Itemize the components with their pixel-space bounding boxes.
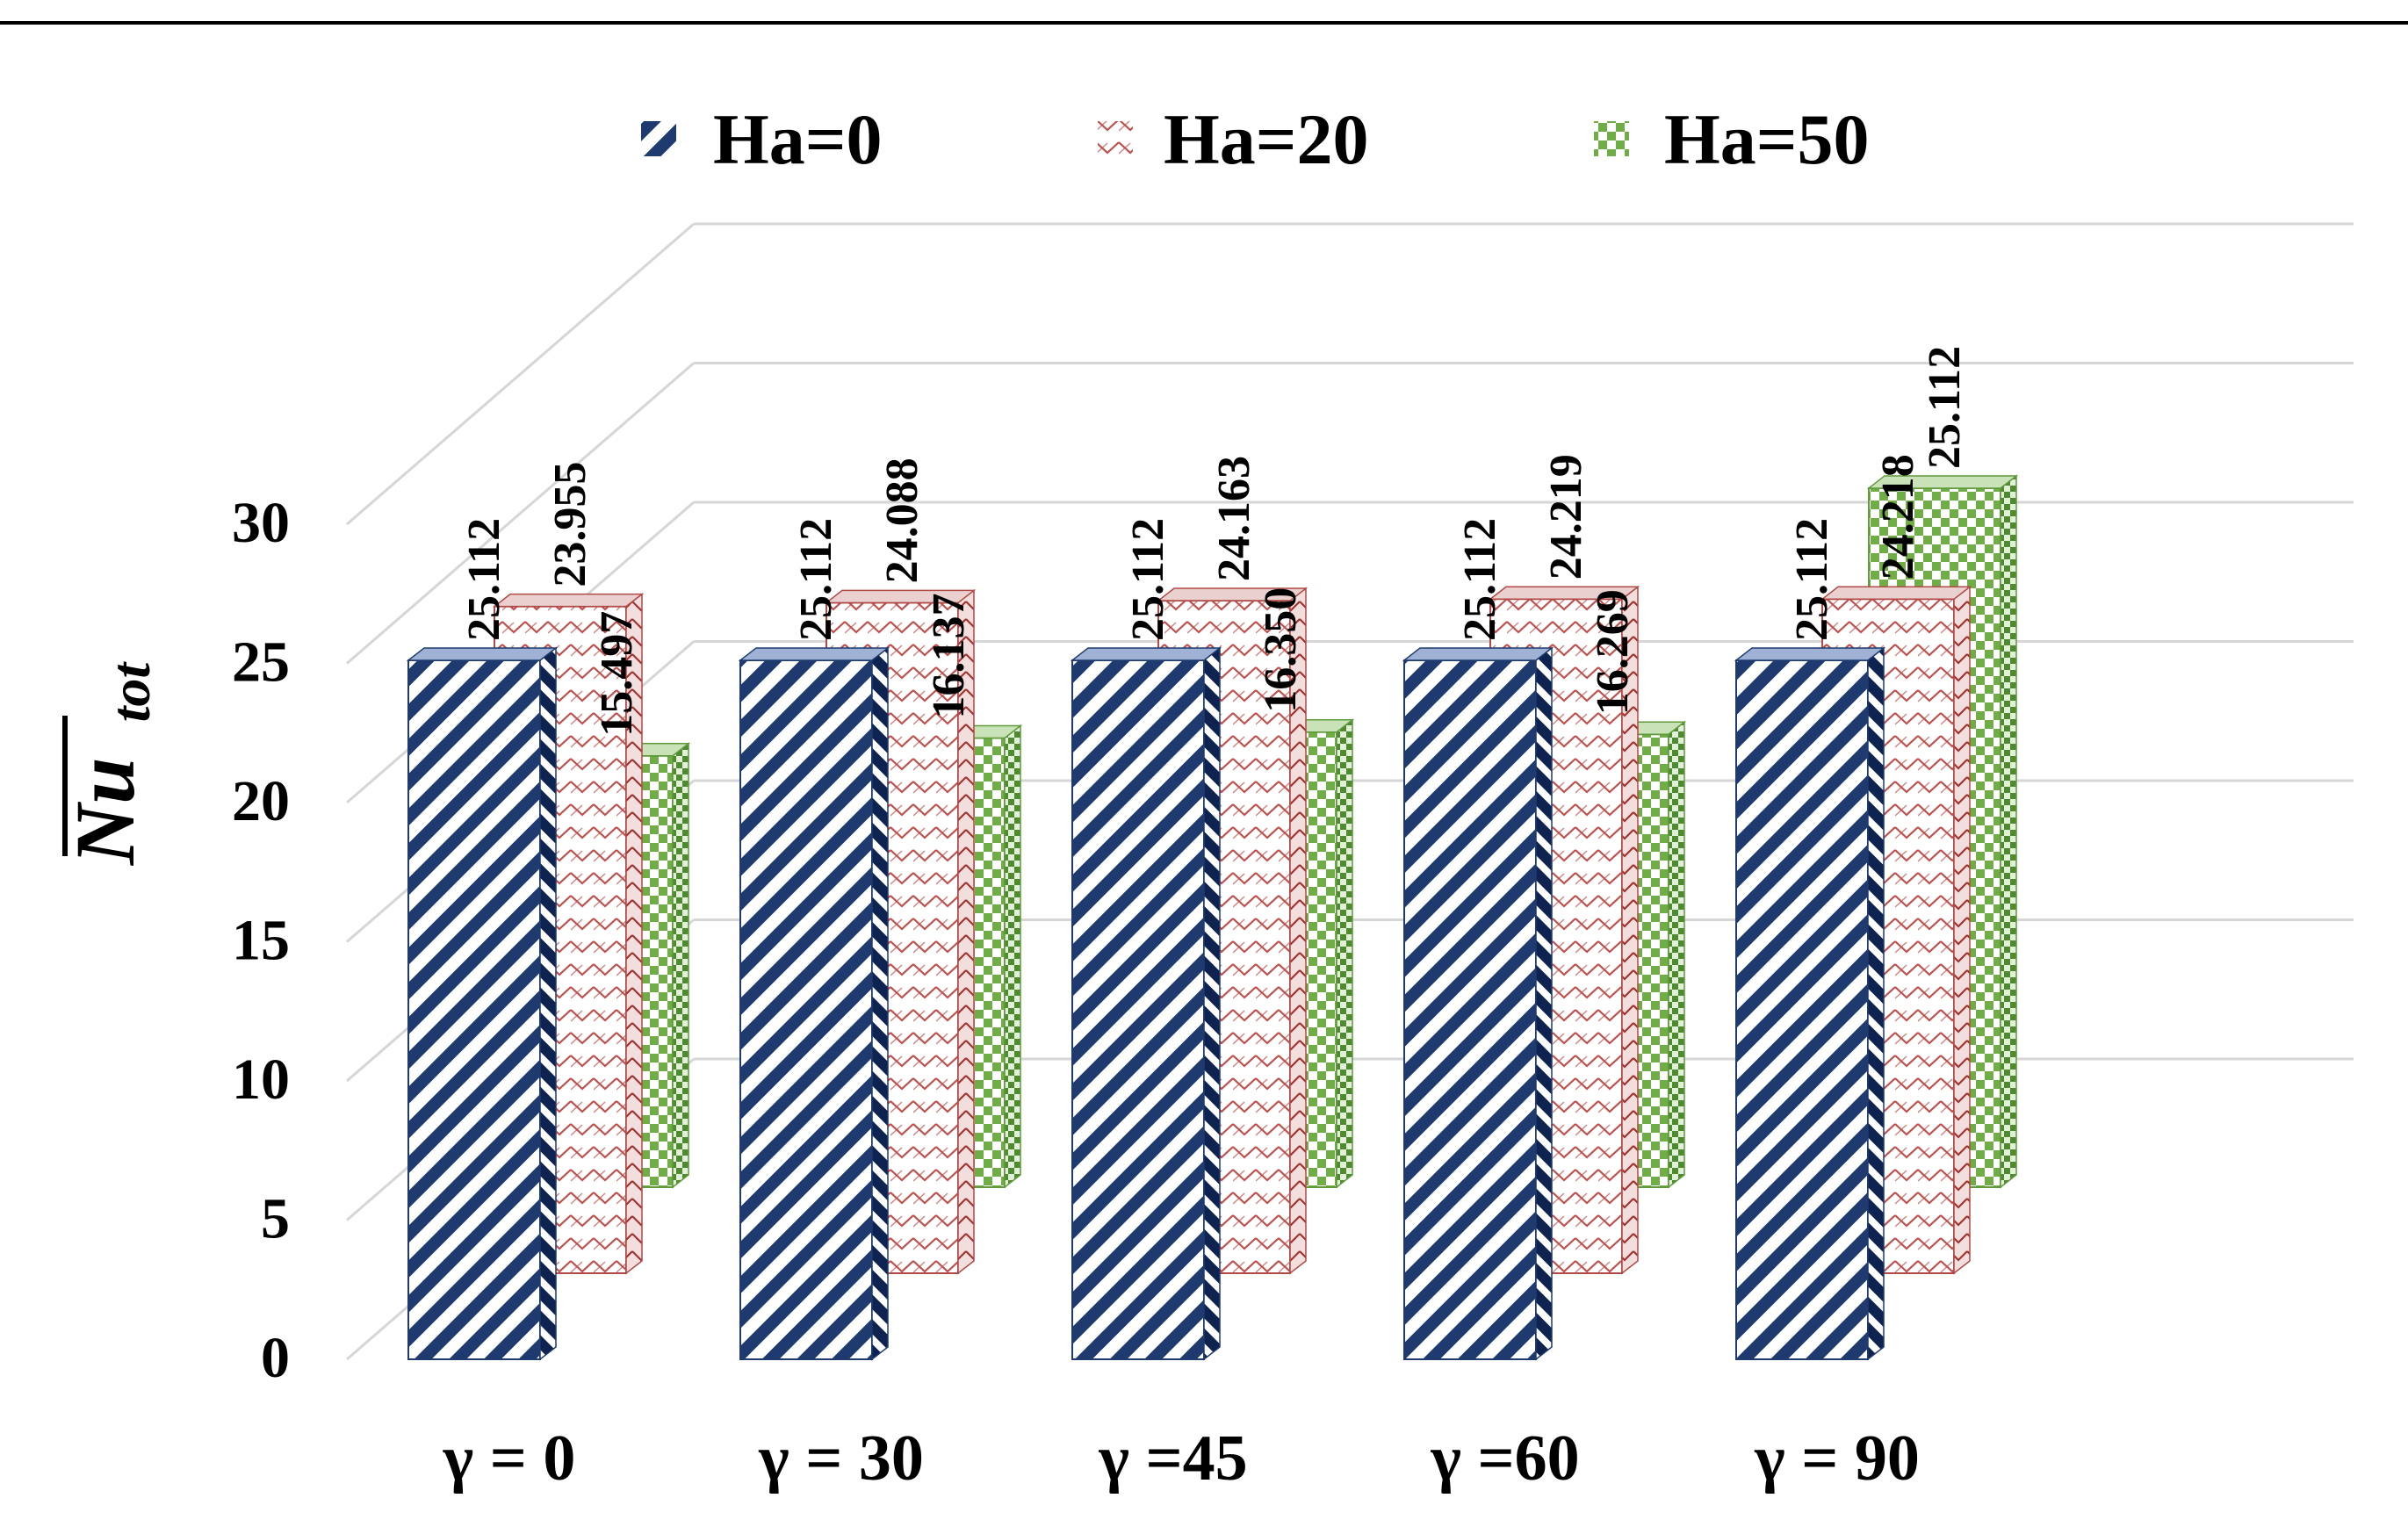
y-axis-title-subscript: tot — [99, 661, 162, 723]
data-label-s0-c0: 25.112 — [459, 518, 509, 641]
legend-item-ha0[interactable]: Ha=0 — [641, 99, 883, 179]
bars — [406, 474, 2019, 1361]
bar-s0-c3[interactable] — [1402, 646, 1554, 1361]
x-tick-label-2: γ =45 — [1098, 1423, 1247, 1495]
x-tick-label-3: γ =60 — [1430, 1423, 1579, 1495]
bar-top-s0-c4 — [1734, 647, 1886, 661]
bar-top-s2-c4 — [1866, 475, 2019, 489]
bar-top-s1-c2 — [1156, 587, 1309, 601]
data-label-s1-c3: 24.219 — [1541, 454, 1591, 580]
bar-top-s1-c1 — [824, 589, 977, 604]
bar-side-s2-c3 — [1668, 720, 1685, 1189]
bar-side-s0-c1 — [871, 646, 889, 1361]
bar-front-s0-c2 — [1071, 659, 1205, 1360]
bar-front-s0-c3 — [1403, 659, 1537, 1360]
y-tick-label-25: 25 — [232, 630, 290, 695]
bar-top-s1-c0 — [492, 593, 645, 608]
bar-top-s0-c0 — [406, 647, 559, 661]
legend-item-ha20[interactable]: Ha=20 — [1098, 99, 1369, 179]
data-label-s1-c0: 23.955 — [545, 462, 595, 587]
data-label-s0-c3: 25.112 — [1455, 518, 1505, 641]
data-label-s0-c2: 25.112 — [1123, 518, 1173, 641]
bar-front-s0-c4 — [1735, 659, 1869, 1360]
bar-side-s1-c4 — [1953, 585, 1971, 1275]
x-tick-label-0: γ = 0 — [443, 1423, 576, 1495]
bar-top-s0-c2 — [1070, 647, 1222, 661]
bar-top-s0-c1 — [738, 647, 890, 661]
y-tick-label-10: 10 — [232, 1048, 290, 1112]
bar-front-s0-c0 — [407, 659, 541, 1360]
bar-s0-c1[interactable] — [738, 646, 890, 1361]
data-label-s2-c0: 15.497 — [592, 611, 642, 737]
y-tick-label-5: 5 — [261, 1187, 290, 1251]
bar-side-s2-c2 — [1336, 718, 1353, 1189]
bar-side-s0-c2 — [1203, 646, 1221, 1361]
legend-label-ha0: Ha=0 — [713, 99, 883, 179]
data-label-s0-c1: 25.112 — [791, 518, 841, 641]
y-axis-title-main: Nu — [58, 757, 152, 866]
bar-side-s0-c4 — [1867, 646, 1885, 1361]
legend-label-ha50: Ha=50 — [1664, 99, 1870, 179]
bar-s0-c0[interactable] — [406, 646, 559, 1361]
data-label-s2-c3: 16.269 — [1588, 589, 1638, 715]
legend-label-ha20: Ha=20 — [1164, 99, 1369, 179]
legend-swatch-ha50 — [1594, 121, 1629, 156]
y-tick-label-0: 0 — [261, 1326, 290, 1390]
legend-item-ha50[interactable]: Ha=50 — [1594, 99, 1870, 179]
bar-s0-c4[interactable] — [1734, 646, 1886, 1361]
bar-s0-c2[interactable] — [1070, 646, 1222, 1361]
x-tick-labels: γ = 0 γ = 30 γ =45 γ =60 γ = 90 — [443, 1423, 1920, 1495]
data-label-s2-c1: 16.137 — [924, 593, 974, 718]
bar-side-s2-c0 — [672, 742, 689, 1189]
y-tick-label-20: 20 — [232, 769, 290, 833]
data-label-s2-c4: 25.112 — [1920, 346, 1970, 469]
data-label-s1-c1: 24.088 — [877, 457, 927, 583]
legend-swatch-ha20 — [1098, 121, 1133, 156]
bar-front-s0-c1 — [739, 659, 873, 1360]
data-label-s0-c4: 25.112 — [1787, 518, 1837, 641]
bar-top-s1-c4 — [1820, 586, 1972, 601]
legend-swatch-ha0 — [641, 121, 676, 156]
data-labels: 15.497 16.137 16.350 16.269 25.112 23.955 24.0… — [459, 346, 1970, 737]
bar-side-s2-c1 — [1004, 724, 1021, 1189]
bar-side-s0-c3 — [1535, 646, 1553, 1361]
x-tick-label-1: γ = 30 — [758, 1423, 924, 1495]
bar-top-s0-c3 — [1402, 647, 1554, 661]
gridline-side-30 — [346, 222, 695, 526]
data-label-s1-c2: 24.163 — [1209, 456, 1259, 581]
legend: Ha=0 Ha=20 Ha=50 — [641, 99, 1870, 179]
y-tick-label-15: 15 — [232, 909, 290, 973]
bar-side-s0-c0 — [539, 646, 557, 1361]
y-axis-title: Nu tot — [58, 661, 162, 867]
x-tick-label-4: γ = 90 — [1754, 1423, 1920, 1495]
y-tick-labels: 0 5 10 15 20 25 30 — [232, 491, 290, 1390]
svg-text:Nu tot: Nu tot — [58, 661, 162, 867]
data-label-s1-c4: 24.218 — [1873, 454, 1923, 580]
bar-top-s1-c3 — [1488, 586, 1640, 601]
data-label-s2-c2: 16.350 — [1256, 587, 1306, 713]
bar-side-s2-c4 — [2000, 474, 2017, 1189]
gridline-side-25 — [346, 362, 695, 665]
y-tick-label-30: 30 — [232, 491, 290, 555]
